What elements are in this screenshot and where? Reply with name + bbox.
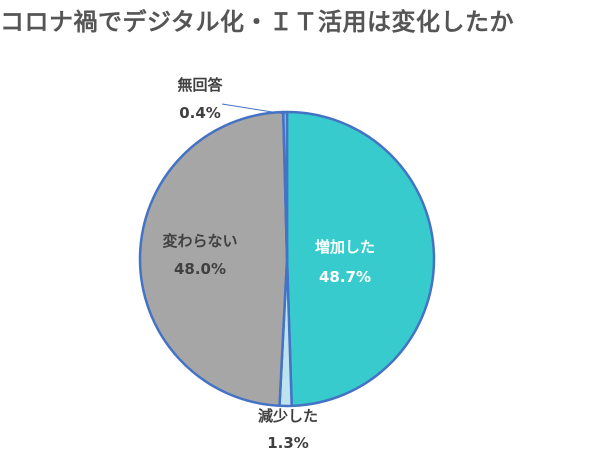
slice-label-0: 増加した bbox=[315, 238, 375, 256]
slice-value-2: 48.0% bbox=[174, 260, 226, 278]
leader-line-no-answer bbox=[221, 103, 286, 115]
slice-value-1: 1.3% bbox=[267, 434, 309, 452]
pie-slice-3 bbox=[281, 110, 289, 261]
slice-value-3: 0.4% bbox=[179, 104, 221, 122]
slice-label-2: 変わらない bbox=[162, 232, 237, 250]
chart-title: コロナ禍でデジタル化・ＩＴ活用は変化したか bbox=[0, 8, 515, 36]
slice-label-3: 無回答 bbox=[177, 76, 223, 94]
pie-slice-0 bbox=[285, 110, 436, 408]
slice-value-0: 48.7% bbox=[319, 268, 371, 286]
slice-label-1: 減少した bbox=[258, 407, 318, 425]
pie-slice-2 bbox=[138, 110, 289, 408]
